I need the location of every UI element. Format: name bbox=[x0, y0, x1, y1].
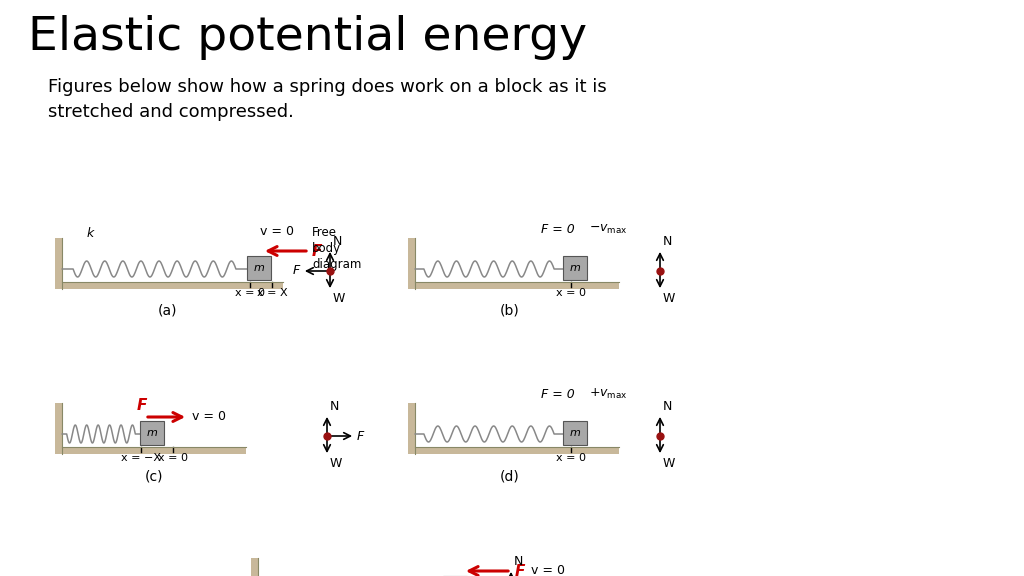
Text: F: F bbox=[515, 563, 525, 576]
Bar bbox=[251, 558, 258, 576]
Text: $-v_{\mathrm{max}}$: $-v_{\mathrm{max}}$ bbox=[589, 223, 628, 236]
Bar bbox=[563, 421, 587, 445]
Text: W: W bbox=[330, 457, 342, 470]
Text: m: m bbox=[569, 263, 581, 273]
Text: F = 0: F = 0 bbox=[541, 388, 574, 401]
Text: W: W bbox=[333, 292, 345, 305]
Text: N: N bbox=[333, 235, 342, 248]
Text: (d): (d) bbox=[500, 469, 520, 483]
Text: F = 0: F = 0 bbox=[541, 223, 574, 236]
Text: F: F bbox=[293, 264, 300, 278]
Text: (c): (c) bbox=[144, 469, 163, 483]
Text: v = 0: v = 0 bbox=[531, 564, 565, 576]
Bar bbox=[55, 238, 62, 289]
Text: Free
body
diagram: Free body diagram bbox=[312, 226, 361, 271]
Text: N: N bbox=[663, 235, 673, 248]
Text: x = 0: x = 0 bbox=[556, 288, 586, 298]
Text: x = 0: x = 0 bbox=[234, 288, 265, 298]
Bar bbox=[415, 447, 618, 454]
Text: k: k bbox=[86, 227, 93, 240]
Text: Figures below show how a spring does work on a block as it is
stretched and comp: Figures below show how a spring does wor… bbox=[48, 78, 607, 121]
Bar bbox=[140, 421, 164, 445]
Text: N: N bbox=[514, 555, 523, 568]
Bar bbox=[415, 282, 618, 289]
Text: N: N bbox=[330, 400, 339, 413]
Text: x = 0: x = 0 bbox=[158, 453, 188, 463]
Text: F: F bbox=[137, 398, 147, 413]
Text: $+v_{\mathrm{max}}$: $+v_{\mathrm{max}}$ bbox=[589, 387, 628, 401]
Bar bbox=[62, 447, 246, 454]
Bar bbox=[408, 238, 415, 289]
Text: m: m bbox=[569, 428, 581, 438]
Text: W: W bbox=[663, 457, 676, 470]
Text: N: N bbox=[663, 400, 673, 413]
Text: m: m bbox=[254, 263, 264, 273]
Text: x = 0: x = 0 bbox=[556, 453, 586, 463]
Text: v = 0: v = 0 bbox=[193, 411, 226, 423]
Text: m: m bbox=[146, 428, 158, 438]
Text: x = X: x = X bbox=[257, 288, 288, 298]
Bar bbox=[247, 256, 271, 280]
Text: (b): (b) bbox=[500, 304, 520, 318]
Bar bbox=[62, 282, 283, 289]
Text: v = 0: v = 0 bbox=[260, 225, 294, 238]
Text: (a): (a) bbox=[158, 304, 177, 318]
Text: Elastic potential energy: Elastic potential energy bbox=[28, 15, 587, 60]
Bar bbox=[408, 403, 415, 454]
Text: W: W bbox=[663, 292, 676, 305]
Text: F: F bbox=[357, 430, 365, 442]
Bar bbox=[563, 256, 587, 280]
Text: x = −X: x = −X bbox=[121, 453, 161, 463]
Bar bbox=[55, 403, 62, 454]
Text: F: F bbox=[312, 244, 323, 259]
